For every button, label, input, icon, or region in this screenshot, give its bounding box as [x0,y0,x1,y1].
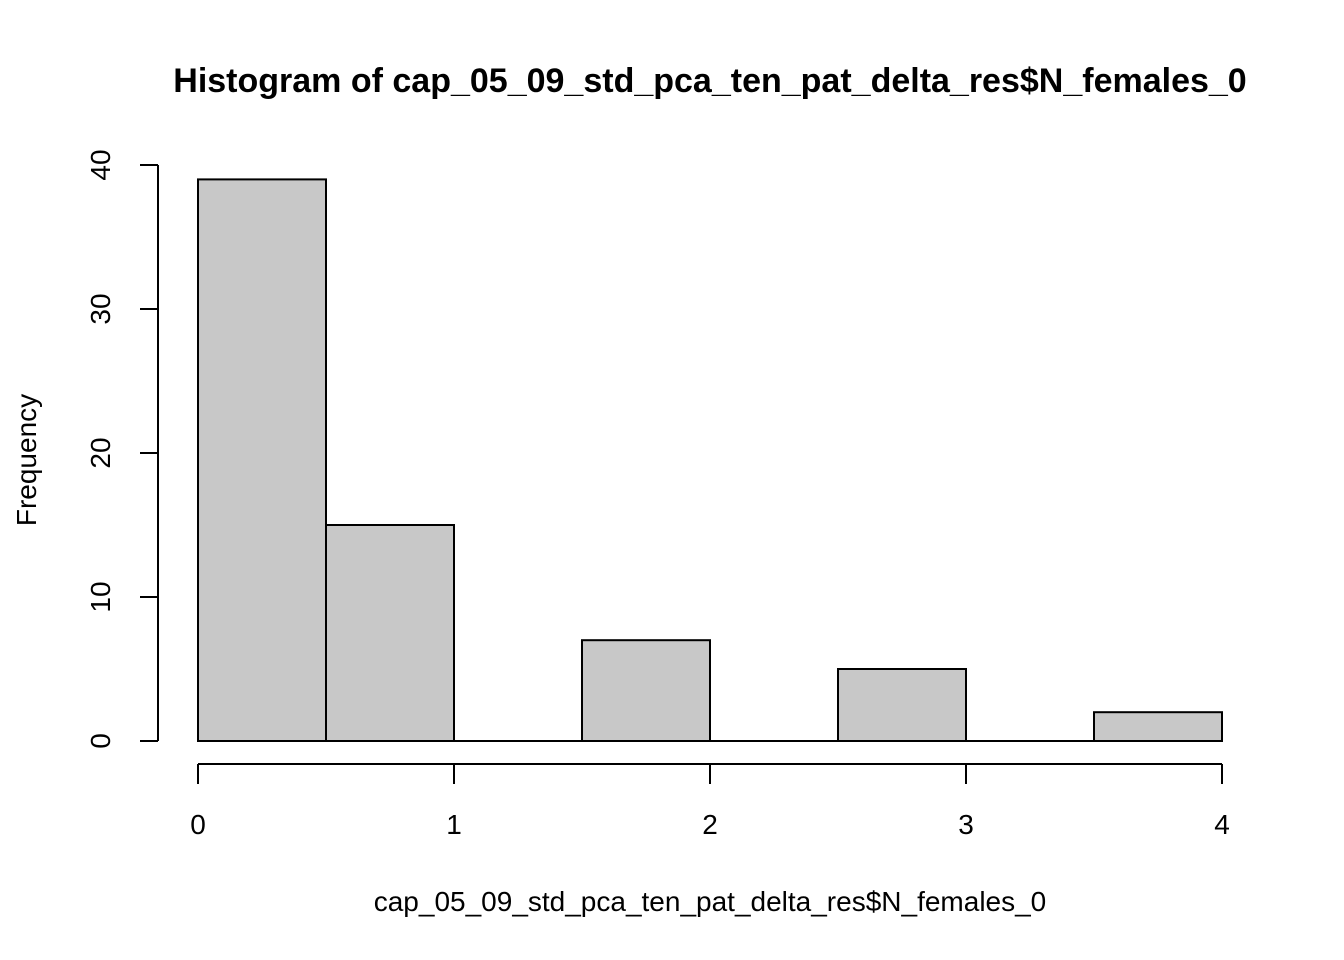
chart-title: Histogram of cap_05_09_std_pca_ten_pat_d… [173,62,1246,100]
x-tick-label-3: 3 [958,809,974,840]
bars-group [197,178,1223,743]
x-axis-label: cap_05_09_std_pca_ten_pat_delta_res$N_fe… [374,886,1047,917]
y-tick-label-4: 40 [85,149,116,180]
x-tick-label-2: 2 [702,809,718,840]
histogram-bar-5 [837,668,967,742]
histogram-bar-0 [197,178,327,742]
x-axis: 0 1 2 3 4 [190,763,1230,840]
histogram-bar-1 [325,524,455,742]
histogram-bar-7 [1093,711,1223,743]
y-tick-label-0: 0 [85,733,116,749]
x-tick-label-0: 0 [190,809,206,840]
y-axis: 0 10 20 30 40 [85,149,159,749]
y-tick-label-3: 30 [85,293,116,324]
histogram-bar-3 [581,639,711,743]
x-tick-label-1: 1 [446,809,462,840]
y-axis-label: Frequency [11,394,42,526]
y-tick-label-1: 10 [85,581,116,612]
y-tick-label-2: 20 [85,437,116,468]
x-tick-label-4: 4 [1214,809,1230,840]
